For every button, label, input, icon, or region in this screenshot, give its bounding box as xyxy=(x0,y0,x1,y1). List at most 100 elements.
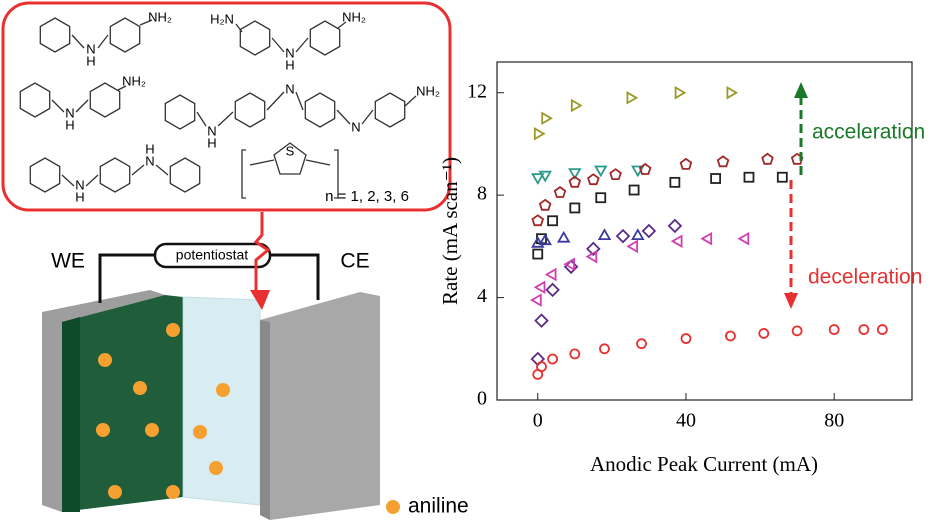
structure-label: H xyxy=(65,117,74,132)
bond xyxy=(75,99,89,113)
structure-label: H xyxy=(207,135,216,150)
arrow-head xyxy=(794,82,808,98)
legend-dot xyxy=(386,500,400,514)
ce-label: CE xyxy=(340,250,369,273)
point xyxy=(595,192,607,204)
ring xyxy=(304,92,336,128)
structure-label: N xyxy=(65,105,74,120)
point xyxy=(544,267,557,282)
aniline-dot xyxy=(166,485,180,499)
aniline-dots xyxy=(96,323,230,499)
point xyxy=(628,184,640,196)
ring xyxy=(19,82,51,118)
bond xyxy=(404,95,417,107)
point xyxy=(716,155,730,168)
point xyxy=(568,168,582,180)
point xyxy=(533,126,546,141)
structure-label: n = 1, 2, 3, 6 xyxy=(325,188,409,205)
bond xyxy=(71,34,85,49)
point xyxy=(641,223,657,239)
point xyxy=(538,233,552,246)
point xyxy=(626,91,639,105)
structure-label: N xyxy=(86,41,95,56)
point xyxy=(563,257,575,272)
bond xyxy=(139,19,153,26)
point xyxy=(638,162,652,175)
bond xyxy=(131,164,145,176)
bond xyxy=(155,164,169,176)
aniline-dot xyxy=(145,423,159,437)
point xyxy=(536,361,547,373)
we-back xyxy=(42,290,165,512)
point xyxy=(530,293,542,307)
bond xyxy=(235,23,243,33)
bond xyxy=(117,85,127,91)
point xyxy=(587,173,600,186)
y-axis-label: Rate (mA scan⁻¹) xyxy=(438,157,462,305)
structure-label: S xyxy=(286,143,295,158)
point xyxy=(876,324,888,335)
structure-label: N xyxy=(207,123,216,138)
point xyxy=(669,176,681,188)
we-label: WE xyxy=(51,250,85,273)
working-electrode xyxy=(62,295,183,512)
pointer xyxy=(253,212,271,292)
bond xyxy=(337,21,347,29)
wires xyxy=(98,253,320,303)
point xyxy=(563,259,579,275)
ce-edge xyxy=(260,320,270,520)
point xyxy=(679,157,693,170)
point xyxy=(599,343,610,355)
point xyxy=(737,231,750,246)
aniline-dot xyxy=(166,323,180,337)
molecules xyxy=(19,17,417,193)
counter-electrode xyxy=(260,292,380,520)
x-tick-label: 0 xyxy=(533,410,543,432)
point xyxy=(597,228,612,241)
thiophene xyxy=(273,142,307,175)
point xyxy=(569,348,581,360)
point xyxy=(545,282,560,298)
point xyxy=(725,330,736,342)
point xyxy=(532,248,544,260)
pointer-head xyxy=(250,290,270,310)
point xyxy=(615,228,631,244)
plot: 0 40 80 0 4 8 12 acceleration deceleration xyxy=(467,80,925,431)
ring xyxy=(89,82,121,118)
point xyxy=(858,324,870,335)
electrolyte xyxy=(182,296,261,506)
ring xyxy=(309,20,341,56)
point xyxy=(758,328,770,339)
point xyxy=(761,152,774,165)
point xyxy=(700,231,713,246)
point xyxy=(541,111,553,126)
structure-label: NH₂ xyxy=(342,9,366,24)
ring xyxy=(164,94,196,130)
structure-label: N xyxy=(285,81,294,96)
ring xyxy=(234,92,266,128)
point xyxy=(828,324,840,335)
bond xyxy=(217,111,234,127)
bond xyxy=(361,109,374,125)
point xyxy=(743,171,755,183)
structure-label: H xyxy=(145,141,154,156)
point xyxy=(556,230,571,243)
point xyxy=(533,280,546,295)
potentiostat-label: potentiostat xyxy=(176,247,248,263)
point xyxy=(534,313,549,328)
point xyxy=(570,98,583,113)
aniline-dot xyxy=(133,381,147,395)
structure-label: H xyxy=(75,189,84,204)
plot-frame xyxy=(496,61,913,401)
structure-label: N xyxy=(285,45,294,60)
ring xyxy=(29,157,61,193)
point xyxy=(547,215,558,227)
point xyxy=(776,171,788,183)
bond xyxy=(85,174,99,187)
ring xyxy=(39,17,71,53)
point xyxy=(569,202,581,214)
bond xyxy=(61,174,75,187)
aniline-dot xyxy=(216,383,230,397)
x-axis-label: Anodic Peak Current (mA) xyxy=(590,452,818,476)
